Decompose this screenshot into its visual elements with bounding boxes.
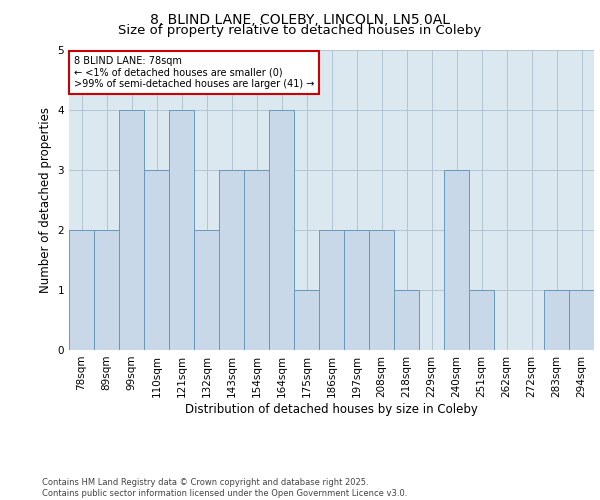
Bar xyxy=(119,110,144,350)
Bar xyxy=(369,230,394,350)
Y-axis label: Number of detached properties: Number of detached properties xyxy=(39,107,52,293)
Bar xyxy=(269,110,294,350)
Bar xyxy=(244,170,269,350)
Bar xyxy=(444,170,469,350)
Bar xyxy=(344,230,369,350)
Bar xyxy=(69,230,94,350)
Text: 8, BLIND LANE, COLEBY, LINCOLN, LN5 0AL: 8, BLIND LANE, COLEBY, LINCOLN, LN5 0AL xyxy=(150,12,450,26)
Bar xyxy=(469,290,494,350)
Bar xyxy=(394,290,419,350)
Text: Contains HM Land Registry data © Crown copyright and database right 2025.
Contai: Contains HM Land Registry data © Crown c… xyxy=(42,478,407,498)
Bar xyxy=(544,290,569,350)
Bar xyxy=(194,230,219,350)
Bar xyxy=(569,290,594,350)
Text: Size of property relative to detached houses in Coleby: Size of property relative to detached ho… xyxy=(118,24,482,37)
Bar xyxy=(319,230,344,350)
X-axis label: Distribution of detached houses by size in Coleby: Distribution of detached houses by size … xyxy=(185,402,478,415)
Bar xyxy=(94,230,119,350)
Bar xyxy=(169,110,194,350)
Bar xyxy=(144,170,169,350)
Bar xyxy=(294,290,319,350)
Text: 8 BLIND LANE: 78sqm
← <1% of detached houses are smaller (0)
>99% of semi-detach: 8 BLIND LANE: 78sqm ← <1% of detached ho… xyxy=(74,56,314,89)
Bar xyxy=(219,170,244,350)
